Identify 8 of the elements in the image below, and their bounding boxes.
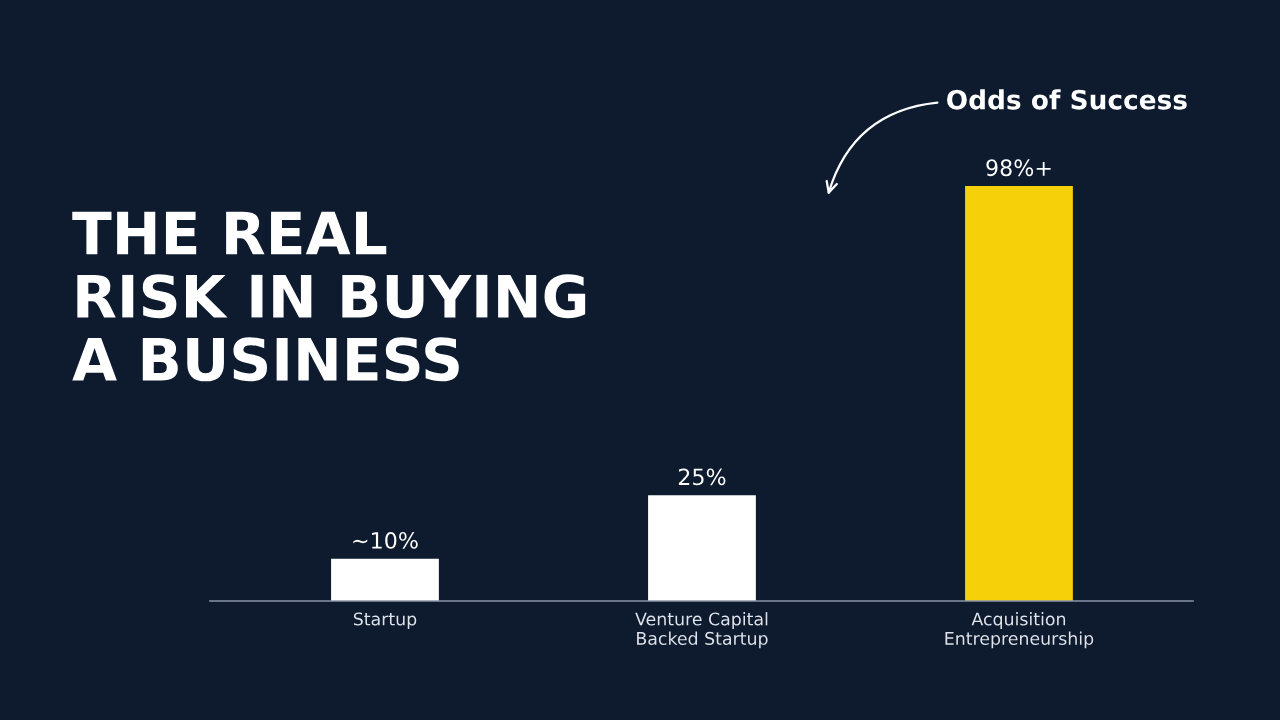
text: THE REAL RISK IN BUYING A BUSINESS <box>72 211 586 382</box>
data-label: 25% <box>678 468 726 486</box>
x-tick-label: Acquisition Entrepreneurship <box>945 612 1094 649</box>
x-tick-label: Venture Capital Backed Startup <box>635 612 768 649</box>
x-tick-label: Startup <box>353 612 417 629</box>
data-label: ~10% <box>353 531 418 549</box>
data-label: 98%+ <box>986 159 1051 177</box>
text: Odds of Success <box>947 89 1187 110</box>
